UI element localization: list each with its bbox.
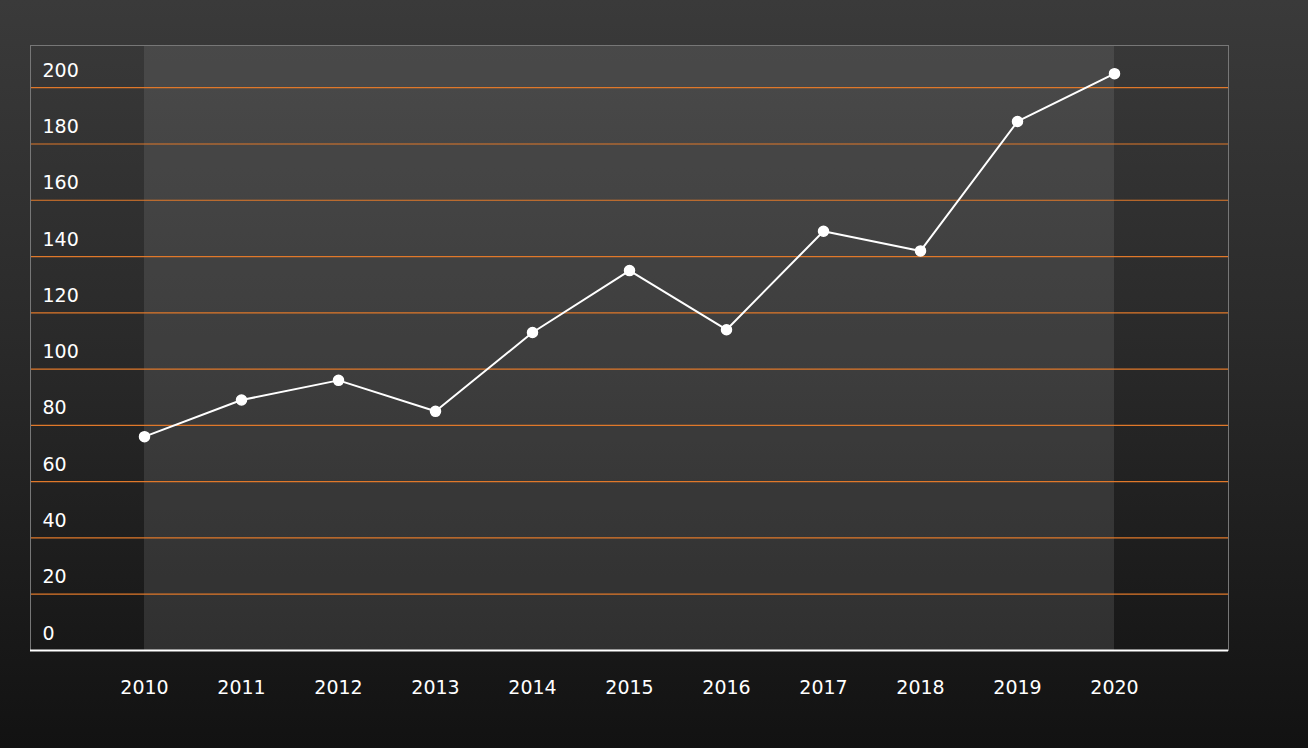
- svg-text:20: 20: [43, 565, 67, 587]
- svg-text:160: 160: [43, 171, 79, 193]
- svg-text:80: 80: [43, 396, 67, 418]
- svg-text:140: 140: [43, 228, 79, 250]
- svg-text:180: 180: [43, 115, 79, 137]
- svg-text:2010: 2010: [120, 676, 168, 698]
- svg-text:2020: 2020: [1090, 676, 1138, 698]
- svg-text:100: 100: [43, 340, 79, 362]
- svg-text:0: 0: [43, 622, 55, 644]
- svg-text:2018: 2018: [896, 676, 944, 698]
- svg-text:2015: 2015: [605, 676, 653, 698]
- svg-text:2019: 2019: [993, 676, 1041, 698]
- svg-text:60: 60: [43, 453, 67, 475]
- svg-text:40: 40: [43, 509, 67, 531]
- svg-text:2016: 2016: [702, 676, 750, 698]
- svg-text:2017: 2017: [799, 676, 847, 698]
- svg-text:2014: 2014: [508, 676, 556, 698]
- svg-text:2012: 2012: [314, 676, 362, 698]
- svg-text:2013: 2013: [411, 676, 459, 698]
- svg-text:120: 120: [43, 284, 79, 306]
- svg-text:200: 200: [43, 59, 79, 81]
- svg-text:2011: 2011: [217, 676, 265, 698]
